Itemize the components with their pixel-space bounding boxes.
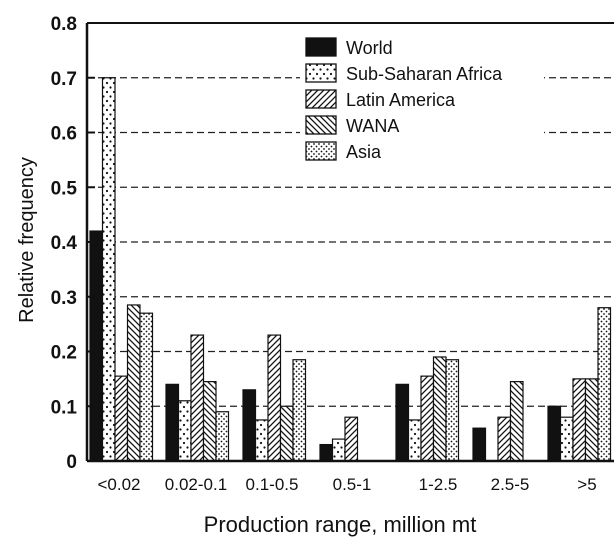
x-category-label: <0.02	[97, 475, 140, 494]
y-tick-label: 0.7	[51, 69, 77, 90]
legend-label: WANA	[346, 116, 399, 136]
legend-label: World	[346, 38, 393, 58]
bar-sub-saharan-africa	[331, 438, 346, 462]
bar-latin-america	[267, 334, 282, 462]
bars	[89, 77, 612, 462]
legend-swatch	[305, 37, 337, 57]
x-category-labels: <0.02 0.02-0.1 0.1-0.5 0.5-1 1-2.5 2.5-5 >5	[97, 475, 596, 494]
bar-sub-saharan-africa	[559, 416, 574, 462]
bar-world	[242, 389, 257, 462]
bar-world	[319, 443, 334, 462]
legend-swatch	[305, 115, 337, 135]
bar-latin-america	[114, 375, 129, 462]
bar-world	[547, 405, 562, 462]
bar-sub-saharan-africa	[254, 419, 269, 462]
bar-wana	[584, 378, 599, 462]
x-category-label: >5	[577, 475, 596, 494]
bar-latin-america	[190, 334, 205, 462]
bar-latin-america	[497, 416, 512, 462]
bar-asia	[215, 411, 230, 462]
legend-label: Sub-Saharan Africa	[346, 64, 503, 84]
x-category-label: 0.5-1	[333, 475, 372, 494]
bar-asia	[445, 359, 460, 462]
bar-wana	[126, 304, 141, 462]
x-category-label: 2.5-5	[491, 475, 530, 494]
legend-label: Latin America	[346, 90, 456, 110]
legend-background	[300, 34, 544, 166]
x-category-label: 1-2.5	[419, 475, 458, 494]
legend: World Sub-Saharan Africa Latin America WANA…	[300, 34, 544, 166]
bar-world	[472, 427, 487, 462]
legend-label: Asia	[346, 142, 382, 162]
y-tick-label: 0.8	[51, 14, 77, 35]
y-tick-label: 0.5	[51, 178, 78, 199]
bar-latin-america	[572, 378, 587, 462]
y-tick-label: 0.3	[51, 288, 77, 309]
bar-wana	[279, 405, 294, 462]
bar-asia	[597, 307, 612, 462]
x-category-label: 0.1-0.5	[246, 475, 299, 494]
y-ticks: 0 0.1 0.2 0.3 0.4 0.5 0.6 0.7 0.8	[51, 14, 95, 473]
bar-world	[165, 383, 180, 462]
bar-latin-america	[344, 416, 359, 462]
legend-swatch	[305, 63, 337, 83]
legend-swatch	[305, 141, 337, 161]
bar-sub-saharan-africa	[177, 400, 192, 462]
bar-wana	[432, 356, 447, 462]
y-tick-label: 0.2	[51, 343, 77, 364]
bar-latin-america	[420, 375, 435, 462]
y-axis-title: Relative frequency	[16, 157, 38, 323]
bar-asia	[139, 312, 154, 462]
bar-sub-saharan-africa	[407, 419, 422, 462]
y-tick-label: 0.1	[51, 397, 78, 418]
y-tick-label: 0	[66, 452, 77, 473]
bar-world	[395, 383, 410, 462]
legend-swatch	[305, 89, 337, 109]
x-axis-title: Production range, million mt	[204, 512, 477, 537]
bar-asia	[292, 359, 307, 462]
bar-world	[89, 230, 104, 462]
bar-sub-saharan-africa	[101, 77, 116, 462]
x-category-label: 0.02-0.1	[165, 475, 227, 494]
bar-wana	[509, 381, 524, 462]
bar-wana	[202, 381, 217, 462]
y-tick-label: 0.4	[51, 233, 78, 254]
y-tick-label: 0.6	[51, 124, 77, 145]
